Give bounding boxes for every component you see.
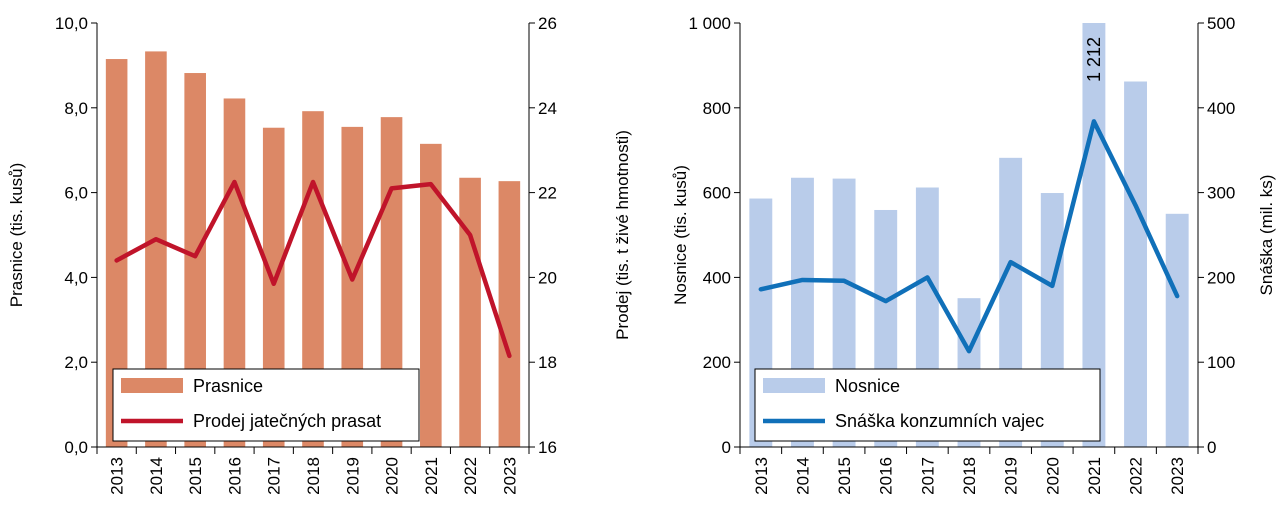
legend-swatch-bar [121,378,183,393]
y2-tick-label: 16 [538,438,557,457]
bar-2019 [341,126,364,447]
x-tick-label: 2013 [108,457,127,495]
x-tick-label: 2023 [500,457,519,495]
legend: Nosnice Snáška konzumních vajec [754,368,1101,442]
y-tick-label: 6,0 [64,184,88,203]
x-tick-label: 2017 [918,457,937,495]
x-tick-label: 2019 [1002,457,1021,495]
x-tick-label: 2013 [752,457,771,495]
bar-2014 [145,51,167,448]
y-tick-label: 200 [703,353,731,372]
x-tick-label: 2016 [877,457,896,495]
y-axis-title: Prasnice (tis. kusů) [7,163,26,308]
x-tick-label: 2020 [1043,457,1062,495]
y-tick-label: 800 [703,99,731,118]
y-axis-title: Nosnice (tis. kusů) [671,165,690,305]
bar-2017 [262,127,285,447]
x-tick-label: 2018 [304,457,323,495]
x-tick-label: 2015 [835,457,854,495]
x-tick-label: 2020 [383,457,402,495]
x-tick-label: 2019 [343,457,362,495]
y-tick-label: 10,0 [55,14,88,33]
x-tick-label: 2014 [793,457,812,495]
bar-2023 [1165,213,1189,447]
y-tick-label: 400 [703,268,731,287]
chart-2: 0 200 400 600 800 1 000 0 100 200 300 400 500 2013 20… [671,14,1276,495]
y-tick-label: 600 [703,184,731,203]
x-tick-label: 2015 [186,457,205,495]
y2-tick-label: 18 [538,353,557,372]
y-tick-label: 4,0 [64,268,88,287]
bar-2013 [105,59,128,447]
y-tick-label: 8,0 [64,99,88,118]
x-tick-label: 2022 [461,457,480,495]
legend-label: Prasnice [193,376,263,396]
x-tick-label: 2021 [1085,457,1104,495]
legend-box [112,368,420,442]
y-tick-label: 2,0 [64,353,88,372]
y2-tick-label: 100 [1207,353,1235,372]
bar-2016 [223,98,246,448]
x-tick-label: 2023 [1168,457,1187,495]
data-label: 1 212 [1084,37,1104,82]
bar-2023 [498,181,521,448]
legend-label: Nosnice [835,376,900,396]
y2-axis-title: Prodej (tis. t živé hmotnosti) [613,130,632,340]
y2-tick-label: 24 [538,99,557,118]
y-tick-label: 0,0 [64,438,88,457]
x-tick-label: 2021 [422,457,441,495]
y2-tick-label: 22 [538,184,557,203]
x-tick-label: 2022 [1127,457,1146,495]
y2-tick-label: 500 [1207,14,1235,33]
bar-2015 [184,73,206,448]
legend-label: Snáška konzumních vajec [835,411,1044,431]
y2-tick-label: 300 [1207,184,1235,203]
line-series [114,179,512,359]
x-tick-label: 2018 [960,457,979,495]
y2-tick-label: 26 [538,14,557,33]
y2-axis-title: Snáška (mil. ks) [1257,175,1276,296]
bar-2022 [459,177,481,447]
x-tick-label: 2017 [265,457,284,495]
x-tick-label: 2014 [147,457,166,495]
y2-tick-label: 20 [538,268,557,287]
y2-tick-label: 0 [1207,438,1216,457]
y2-tick-label: 400 [1207,99,1235,118]
legend: Prasnice Prodej jatečných prasat [112,368,420,442]
legend-swatch-bar [763,378,825,393]
y2-tick-label: 200 [1207,268,1235,287]
bar-2021 [420,143,442,447]
line-series [758,119,1180,354]
legend-label: Prodej jatečných prasat [193,411,381,431]
y-tick-label: 0 [722,438,731,457]
x-tick-label: 2016 [225,457,244,495]
y-tick-label: 1 000 [688,14,731,33]
bar-2022 [1124,81,1147,448]
